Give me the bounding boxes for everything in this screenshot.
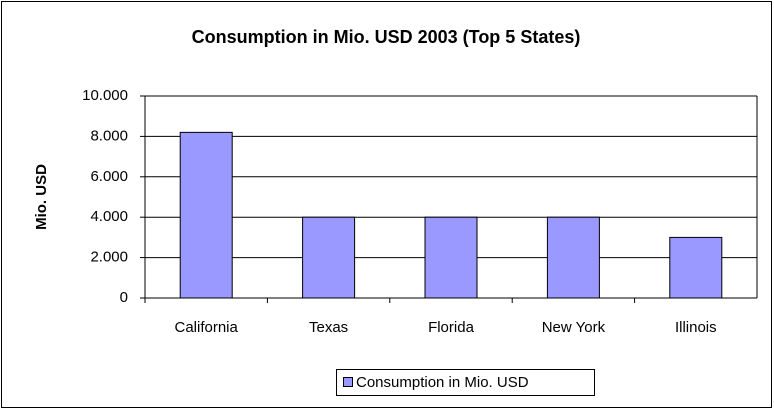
legend-box: [336, 369, 595, 396]
y-tick-label: 2.000: [90, 249, 128, 266]
bar: [302, 216, 356, 299]
x-tick-label: Illinois: [675, 319, 717, 336]
y-tick-label: 8.000: [90, 127, 128, 144]
x-tick-label: California: [175, 319, 239, 336]
bar: [424, 216, 478, 299]
x-tick-label: Florida: [428, 319, 475, 336]
y-axis-label: Mio. USD: [33, 164, 50, 230]
y-tick-label: 4.000: [90, 208, 128, 225]
bar: [669, 236, 723, 299]
legend-swatch: [343, 377, 353, 387]
y-tick-label: 0: [120, 289, 128, 306]
y-tick-label: 6.000: [90, 168, 128, 185]
x-tick-label: New York: [542, 319, 606, 336]
legend-label: Consumption in Mio. USD: [356, 374, 529, 391]
x-tick-label: Texas: [309, 319, 348, 336]
bar: [546, 216, 600, 299]
chart-title: Consumption in Mio. USD 2003 (Top 5 Stat…: [192, 27, 581, 47]
bar: [179, 131, 233, 299]
y-tick-label: 10.000: [82, 87, 128, 104]
